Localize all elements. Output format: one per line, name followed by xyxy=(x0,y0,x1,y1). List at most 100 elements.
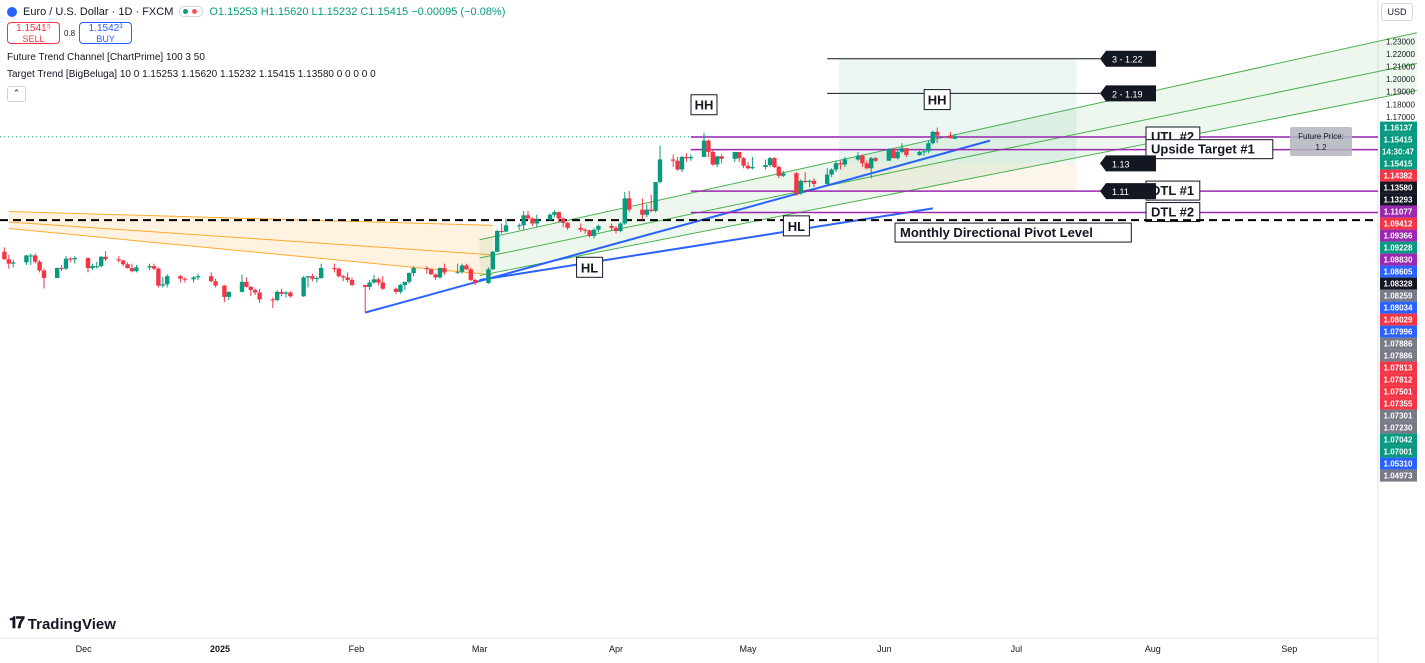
price-tag-25: 1.07230 xyxy=(1384,424,1413,433)
target-tag-2 xyxy=(1100,155,1156,172)
candle-body xyxy=(613,227,619,232)
x-axis-label: Feb xyxy=(349,644,365,654)
price-tag-9: 1.09366 xyxy=(1384,232,1413,241)
candle-body xyxy=(675,160,680,170)
tradingview-logo-text: TradingView xyxy=(27,615,116,633)
level-label-box-3 xyxy=(1145,202,1201,223)
price-tag-box-17 xyxy=(1380,325,1417,338)
price-tag-13: 1.08328 xyxy=(1384,280,1413,289)
price-tag-box-8 xyxy=(1380,217,1417,230)
price-tag-box-20 xyxy=(1380,361,1417,374)
x-axis-label: Sep xyxy=(1281,644,1297,654)
candle-body xyxy=(684,156,689,159)
price-tag-box-27 xyxy=(1380,445,1417,458)
y-axis-tick: 1.22000 xyxy=(1386,50,1415,59)
candle-body xyxy=(209,276,214,282)
candle-body xyxy=(160,284,165,286)
candle-body xyxy=(37,261,42,271)
price-tag-box-26 xyxy=(1380,433,1417,446)
up-channel-mid xyxy=(479,62,1417,259)
candle-body xyxy=(239,281,245,292)
candle-body xyxy=(688,156,693,159)
swing-label-1: HH xyxy=(928,93,947,108)
candle-body xyxy=(710,151,715,165)
price-tag-box-9 xyxy=(1380,229,1417,242)
future-price-title: Future Price: xyxy=(1298,132,1344,141)
price-tag-16: 1.08029 xyxy=(1384,316,1413,325)
candle-body xyxy=(116,259,121,261)
candle-body xyxy=(442,268,447,273)
candle-body xyxy=(640,209,645,215)
candle-body xyxy=(679,156,685,170)
symbol-title[interactable]: Euro / U.S. Dollar · 1D · FXCM xyxy=(23,5,174,18)
price-tag-box-15 xyxy=(1380,301,1417,314)
price-tag-8: 1.09412 xyxy=(1384,220,1413,229)
candle-body xyxy=(332,268,337,270)
candle-body xyxy=(257,292,262,300)
price-tag-box-7 xyxy=(1380,205,1417,218)
candle-body xyxy=(833,163,839,170)
price-tag-box-28 xyxy=(1380,457,1417,470)
trendline-primary[interactable] xyxy=(364,139,991,314)
price-tag-10: 1.09228 xyxy=(1384,244,1413,253)
indicator-target-trend[interactable]: Target Trend [BigBeluga] 10 0 1.15253 1.… xyxy=(7,69,376,80)
collapse-legend-button[interactable]: ⌃ xyxy=(7,86,26,102)
candle-body xyxy=(85,257,91,269)
target-tag-3 xyxy=(1100,183,1156,200)
candle-body xyxy=(715,156,720,165)
candle-body xyxy=(552,212,557,215)
price-tag-box-13 xyxy=(1380,277,1417,290)
candle-body xyxy=(349,279,355,285)
candle-body xyxy=(926,143,931,152)
candle-body xyxy=(741,158,746,166)
candle-body xyxy=(948,135,953,139)
candle-body xyxy=(904,148,909,156)
price-tag-box-4 xyxy=(1380,169,1417,182)
price-tag-box-23 xyxy=(1380,397,1417,410)
y-axis-tick: 1.18000 xyxy=(1386,100,1415,109)
candle-body xyxy=(486,269,491,284)
candle-body xyxy=(895,151,900,159)
swing-label-box-2 xyxy=(576,256,604,278)
candle-body xyxy=(455,271,460,273)
euro-flag-icon xyxy=(7,6,17,17)
target-tag-label-2: 1.13 xyxy=(1112,159,1130,169)
candle-body xyxy=(935,131,940,136)
buy-price: 1.1542³ xyxy=(88,23,123,34)
candle-body xyxy=(248,286,253,290)
candle-body xyxy=(776,167,781,176)
candle-body xyxy=(371,279,377,283)
price-tag-26: 1.07042 xyxy=(1384,436,1413,445)
price-tag-21: 1.07812 xyxy=(1384,376,1413,385)
tradingview-logo-icon: 𝟏𝟕 xyxy=(9,615,25,632)
candle-body xyxy=(701,140,707,157)
downside-target-zone xyxy=(838,163,1077,192)
price-tag-28: 1.05310 xyxy=(1384,460,1413,469)
x-axis-label: Dec xyxy=(76,644,93,654)
target-tag-label-3: 1.11 xyxy=(1112,187,1129,197)
target-tag-0 xyxy=(1100,50,1156,67)
candle-body xyxy=(930,131,935,144)
candle-body xyxy=(825,174,830,184)
candle-body xyxy=(732,151,737,159)
price-tag-box-22 xyxy=(1380,385,1417,398)
candle-body xyxy=(706,140,711,152)
buy-button[interactable]: 1.1542³ BUY xyxy=(79,22,133,44)
x-axis-label: 2025 xyxy=(210,644,230,654)
price-tag-box-19 xyxy=(1380,349,1417,362)
candle-body xyxy=(921,151,927,153)
indicator-future-trend-channel[interactable]: Future Trend Channel [ChartPrime] 100 3 … xyxy=(7,52,205,63)
candle-body xyxy=(490,251,495,270)
candle-body xyxy=(336,268,341,277)
candle-body xyxy=(437,268,443,278)
trendline-secondary[interactable] xyxy=(479,207,933,281)
candle-body xyxy=(794,173,799,194)
candle-body xyxy=(178,276,183,279)
candle-body xyxy=(671,159,676,161)
target-tag-1 xyxy=(1100,85,1156,102)
sell-button[interactable]: 1.1541⁵ SELL xyxy=(7,22,60,44)
price-tag-17: 1.07996 xyxy=(1384,328,1413,337)
currency-selector[interactable]: USD xyxy=(1381,3,1413,21)
candle-body xyxy=(886,149,891,161)
